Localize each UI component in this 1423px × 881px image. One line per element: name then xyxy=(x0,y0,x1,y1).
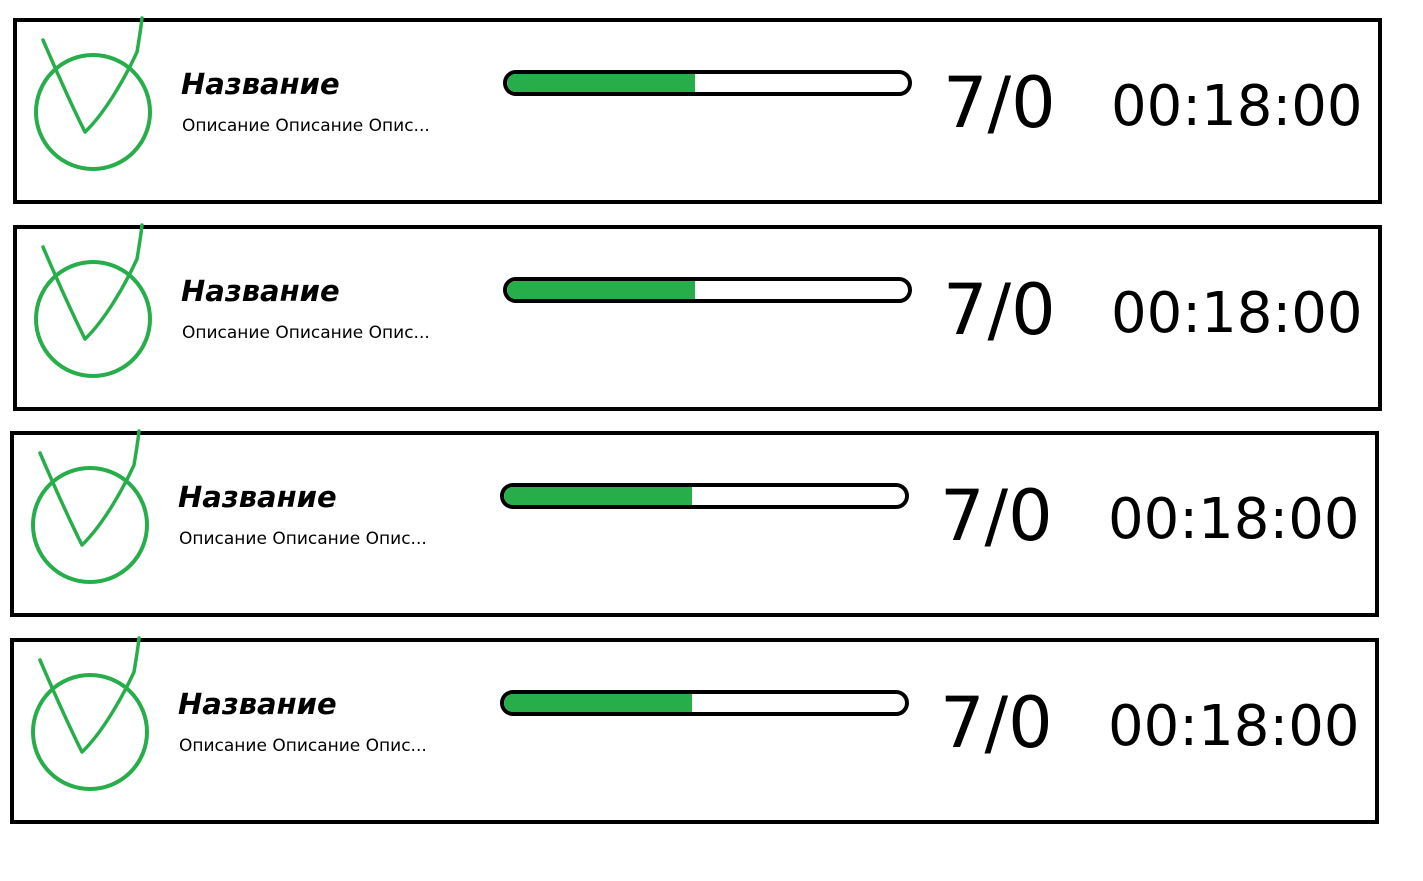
progress-fill xyxy=(507,281,696,299)
checkmark-circle-icon xyxy=(31,429,149,584)
checkmark-circle-icon xyxy=(31,636,149,791)
progress-bar xyxy=(503,277,912,303)
checkmark-circle-icon xyxy=(34,223,152,378)
task-card[interactable]: Название Описание Описание Опис... 7/0 0… xyxy=(10,636,1379,824)
task-timer: 00:18:00 xyxy=(1108,487,1360,552)
progress-bar xyxy=(500,690,909,716)
task-title: Название xyxy=(181,67,340,101)
checkmark-circle-icon xyxy=(34,16,152,171)
progress-fill xyxy=(504,694,693,712)
task-title: Название xyxy=(178,480,337,514)
task-description: Описание Описание Опис... xyxy=(182,323,430,343)
task-description: Описание Описание Опис... xyxy=(179,736,427,756)
task-title: Название xyxy=(181,274,340,308)
task-card[interactable]: Название Описание Описание Опис... 7/0 0… xyxy=(13,16,1382,204)
task-count: 7/0 xyxy=(943,269,1056,351)
task-count: 7/0 xyxy=(943,62,1056,144)
task-count: 7/0 xyxy=(940,682,1053,764)
task-count: 7/0 xyxy=(940,475,1053,557)
progress-fill xyxy=(507,74,696,92)
task-card[interactable]: Название Описание Описание Опис... 7/0 0… xyxy=(13,223,1382,411)
progress-bar xyxy=(500,483,909,509)
progress-fill xyxy=(504,487,693,505)
task-description: Описание Описание Опис... xyxy=(182,116,430,136)
task-description: Описание Описание Опис... xyxy=(179,529,427,549)
task-timer: 00:18:00 xyxy=(1111,74,1363,139)
task-card[interactable]: Название Описание Описание Опис... 7/0 0… xyxy=(10,429,1379,617)
task-timer: 00:18:00 xyxy=(1111,281,1363,346)
progress-bar xyxy=(503,70,912,96)
task-timer: 00:18:00 xyxy=(1108,694,1360,759)
task-title: Название xyxy=(178,687,337,721)
